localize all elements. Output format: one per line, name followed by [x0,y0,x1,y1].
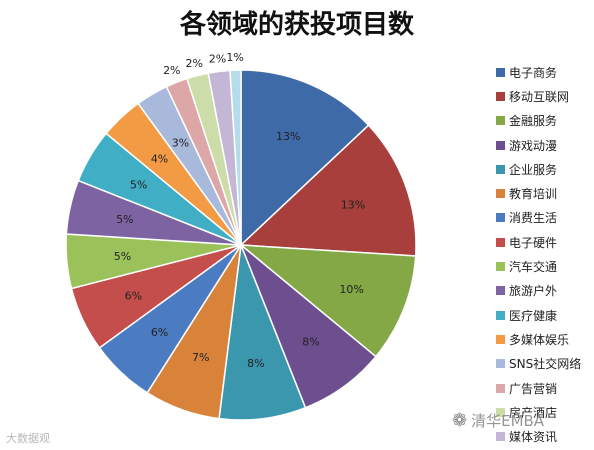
legend-swatch [496,164,505,174]
legend-label: 广告营销 [509,381,558,396]
slice-label: 5% [130,178,147,191]
legend-item: 游戏动漫 [496,133,592,157]
watermark-right-text: 清华EMBA [471,412,545,430]
legend-label: 旅游户外 [509,284,558,299]
slice-label: 5% [116,213,133,226]
legend-item: 医疗健康 [496,303,592,327]
legend-swatch [496,286,505,296]
slice-label: 8% [247,357,264,370]
legend-swatch [496,383,505,393]
legend-item: 旅游户外 [496,279,592,303]
legend-label: 媒体资讯 [509,430,558,445]
slice-label: 2% [209,52,226,65]
legend-item: 房产酒店 [496,400,592,424]
wechat-icon: ❁ [452,410,468,431]
pie-slice [229,69,242,246]
legend-label: 汽车交通 [509,260,558,275]
slice-label: 2% [186,57,203,70]
legend-swatch [496,334,505,344]
legend-swatch [496,67,505,77]
legend-label: 游戏动漫 [509,138,558,153]
slice-label: 1% [226,51,243,64]
legend-swatch [496,359,505,369]
legend-item: 多媒体娱乐 [496,327,592,351]
legend-label: 电子硬件 [509,235,558,250]
slice-label: 7% [192,351,209,364]
legend-label: 多媒体娱乐 [509,332,570,347]
slice-label: 13% [276,130,300,143]
legend-label: 医疗健康 [509,308,558,323]
legend-item: 教育培训 [496,181,592,205]
pie-slice [238,244,417,358]
legend-swatch [496,140,505,150]
slice-label: 2% [163,64,180,77]
legend-swatch [496,237,505,247]
legend-label: SNS社交网络 [509,357,582,372]
legend-label: 移动互联网 [509,89,570,104]
legend-label: 教育培训 [509,187,558,202]
legend-item: 消费生活 [496,206,592,230]
legend-item: 广告营销 [496,376,592,400]
legend-label: 房产酒店 [509,405,558,420]
legend-label: 消费生活 [509,211,558,226]
legend-item: 电子硬件 [496,230,592,254]
legend-swatch [496,310,505,320]
slice-label: 6% [125,290,142,303]
legend-item: 电子商务 [496,60,592,84]
slice-label: 13% [341,199,365,212]
legend-label: 金融服务 [509,114,558,129]
legend-swatch [496,432,505,442]
legend-item: SNS社交网络 [496,352,592,376]
legend-item: 媒体资讯 [496,424,592,448]
watermark-right: ❁ 清华EMBA [452,410,544,431]
chart-title: 各领域的获投项目数 [179,10,414,40]
legend-swatch [496,189,505,199]
slice-label: 6% [151,326,168,339]
legend-swatch [496,407,505,417]
legend-item: 移动互联网 [496,84,592,108]
legend-swatch [496,262,505,272]
legend-swatch [496,91,505,101]
legend-item: 金融服务 [496,109,592,133]
pie-slices [65,69,417,421]
slice-label: 3% [172,137,189,150]
legend-swatch [496,213,505,223]
pie-slice-labels: 13%13%10%8%8%7%6%6%5%5%5%4%3%2%2% 2% 1% [114,51,365,370]
pie-slice [239,124,417,257]
watermark-left: 大数据观 [6,432,50,445]
slice-label: 4% [151,152,168,165]
legend: 电子商务移动互联网金融服务游戏动漫企业服务教育培训消费生活电子硬件汽车交通旅游户… [496,60,592,449]
legend-swatch [496,116,505,126]
legend-label: 企业服务 [509,162,558,177]
slice-label: 10% [339,283,363,296]
slice-label: 8% [302,335,319,348]
legend-item: 汽车交通 [496,254,592,278]
legend-item: 企业服务 [496,157,592,181]
pie-slice [240,69,370,247]
legend-label: 电子商务 [509,65,558,80]
slice-label: 5% [114,250,131,263]
